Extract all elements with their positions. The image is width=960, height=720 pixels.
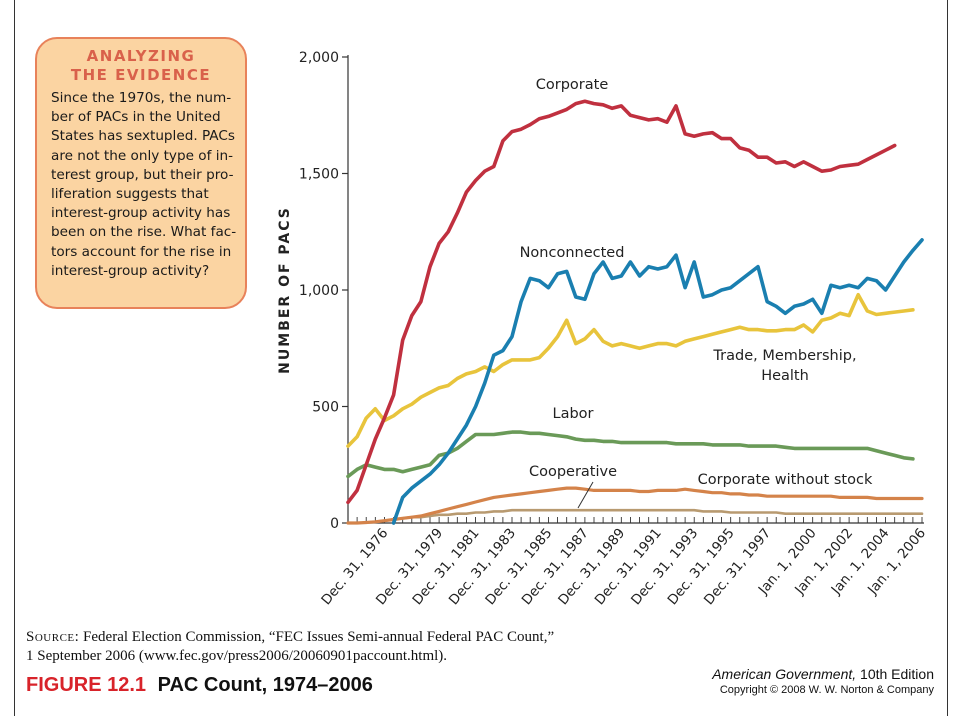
copyright: Copyright © 2008 W. W. Norton & Company — [719, 684, 934, 696]
series-line-corporate-without-stock — [346, 508, 924, 525]
figure-number: FIGURE 12.1 — [26, 674, 147, 696]
series-annotation: Health — [761, 368, 809, 384]
series-annotation: Nonconnected — [520, 245, 625, 261]
y-axis-title: NUMBER OF PACS — [277, 206, 293, 374]
cooperative-leader-line — [577, 481, 594, 509]
y-tick-label: 2,000 — [299, 50, 339, 66]
callout-body: Since the 1970s, the num-ber of PACs in … — [51, 89, 241, 281]
source-line1: Federal Election Commission, “FEC Issues… — [83, 629, 555, 645]
book-title: American Government, — [712, 666, 857, 682]
series-annotation: Trade, Membership, — [712, 348, 856, 364]
callout-title: ANALYZING THE EVIDENCE — [51, 47, 231, 85]
analyzing-evidence-callout: ANALYZING THE EVIDENCE Since the 1970s, … — [35, 37, 247, 309]
edition-info: American Government, 10th Edition Copyri… — [712, 666, 934, 696]
x-tick-label: Dec. 31, 1997 — [701, 525, 774, 608]
callout-body-line: interest-group activity has — [51, 205, 231, 222]
series-line-trade-membership-health — [346, 292, 915, 448]
y-tick-label: 0 — [330, 516, 339, 532]
source-label: Source: — [26, 629, 80, 645]
series-annotation: Cooperative — [529, 464, 617, 480]
series-annotation: Labor — [552, 406, 593, 422]
callout-title-line2: THE EVIDENCE — [70, 66, 212, 84]
slide-frame — [14, 0, 948, 716]
callout-body-line: Since the 1970s, the num- — [51, 90, 232, 106]
figure-title: PAC Count, 1974–2006 — [157, 674, 373, 696]
callout-body-line: are not the only type of in- — [51, 147, 234, 164]
callout-body-line: States has sextupled. PACs — [51, 128, 235, 145]
series-annotation: Corporate without stock — [698, 472, 873, 488]
callout-title-line1: ANALYZING — [86, 47, 196, 65]
source-line2: 1 September 2006 (www.fec.gov/press2006/… — [26, 648, 448, 664]
callout-body-line: been on the rise. What fac- — [51, 224, 237, 241]
series-line-labor — [346, 430, 915, 479]
callout-body-line: ber of PACs in the United — [51, 109, 221, 126]
y-tick-label: 1,500 — [299, 167, 339, 183]
pac-count-chart: 0 500 1,000 1,500 2,000 NUMBER OF PACS Dec. 31… — [277, 50, 929, 608]
series-line-nonconnected — [391, 238, 924, 525]
series-annotation: Corporate — [536, 77, 609, 93]
edition-label: 10th Edition — [860, 666, 934, 682]
series-line-corporate — [346, 99, 897, 505]
callout-body-line: interest-group activity? — [51, 262, 210, 279]
callout-body-line: tors account for the rise in — [51, 243, 232, 260]
callout-body-line: liferation suggests that — [51, 186, 209, 203]
y-tick-label: 500 — [312, 400, 339, 416]
y-tick-label: 1,000 — [299, 283, 339, 299]
series-line-cooperative — [346, 486, 924, 525]
source-note: Source: Federal Election Commission, “FE… — [26, 628, 666, 666]
callout-body-line: terest group, but their pro- — [51, 166, 234, 183]
figure-caption: FIGURE 12.1 PAC Count, 1974–2006 — [26, 674, 373, 697]
